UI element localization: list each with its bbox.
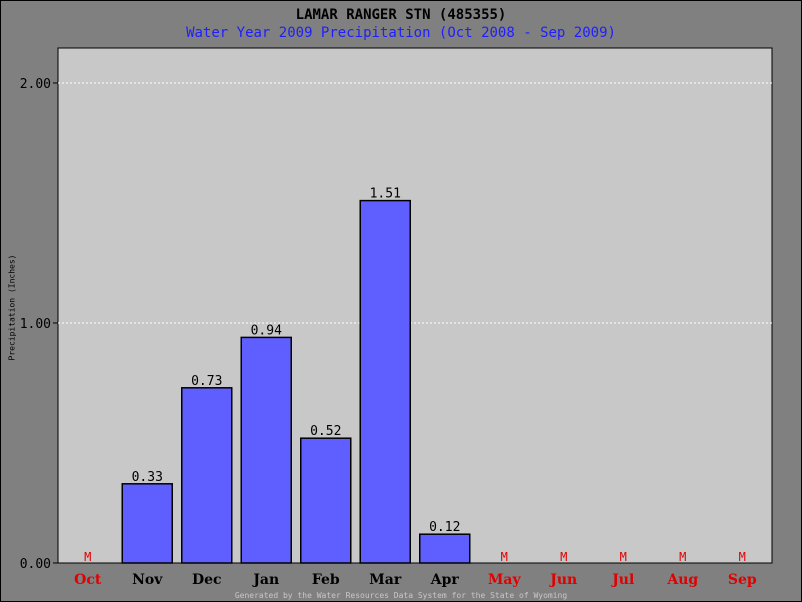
x-tick-label-mar: Mar — [369, 572, 402, 588]
data-label-apr: 0.12 — [429, 520, 460, 535]
x-tick-label-aug: Aug — [666, 572, 698, 588]
bars-layer — [121, 199, 471, 564]
missing-marker-oct: M — [84, 550, 91, 564]
bar-jan — [240, 336, 292, 564]
bar-feb — [300, 437, 352, 564]
y-tick-label: 0.00 — [20, 557, 51, 572]
data-label-nov: 0.33 — [132, 470, 163, 485]
footer-credit: Generated by the Water Resources Data Sy… — [234, 591, 568, 600]
missing-marker-aug: M — [679, 550, 686, 564]
x-tick-label-dec: Dec — [192, 572, 222, 588]
labels-layer: M 0.33 0.73 0.94 0.52 1.51 0.12 M M M M M — [84, 187, 746, 564]
chart-subtitle: Water Year 2009 Precipitation (Oct 2008 … — [186, 25, 616, 41]
plot-area — [57, 47, 773, 564]
missing-marker-may: M — [501, 550, 508, 564]
missing-marker-jun: M — [560, 550, 567, 564]
y-tick-label: 2.00 — [20, 77, 51, 92]
bar-mar — [359, 199, 411, 564]
data-label-dec: 0.73 — [191, 374, 222, 389]
missing-marker-sep: M — [739, 550, 746, 564]
x-tick-label-sep: Sep — [728, 572, 757, 588]
data-label-mar: 1.51 — [370, 187, 401, 202]
y-tick-label: 1.00 — [20, 317, 51, 332]
missing-marker-jul: M — [620, 550, 627, 564]
x-tick-label-jul: Jul — [610, 572, 634, 588]
x-tick-label-nov: Nov — [132, 572, 163, 588]
axis-layer: 0.00 1.00 2.00 Oct Nov Dec Jan Feb Mar Apr May Jun J… — [20, 77, 757, 588]
x-tick-label-jan: Jan — [251, 572, 279, 588]
x-tick-label-feb: Feb — [312, 572, 340, 588]
bar-dec — [181, 387, 233, 564]
chart-title: LAMAR RANGER STN (485355) — [295, 7, 507, 23]
bar-apr — [419, 533, 471, 564]
data-label-feb: 0.52 — [310, 424, 341, 439]
bar-nov — [121, 483, 173, 564]
x-tick-label-apr: Apr — [430, 572, 460, 588]
x-tick-label-oct: Oct — [74, 572, 102, 588]
x-tick-label-jun: Jun — [548, 572, 577, 588]
grid-layer — [58, 82, 772, 324]
x-tick-label-may: May — [488, 572, 522, 588]
data-label-jan: 0.94 — [251, 323, 282, 338]
